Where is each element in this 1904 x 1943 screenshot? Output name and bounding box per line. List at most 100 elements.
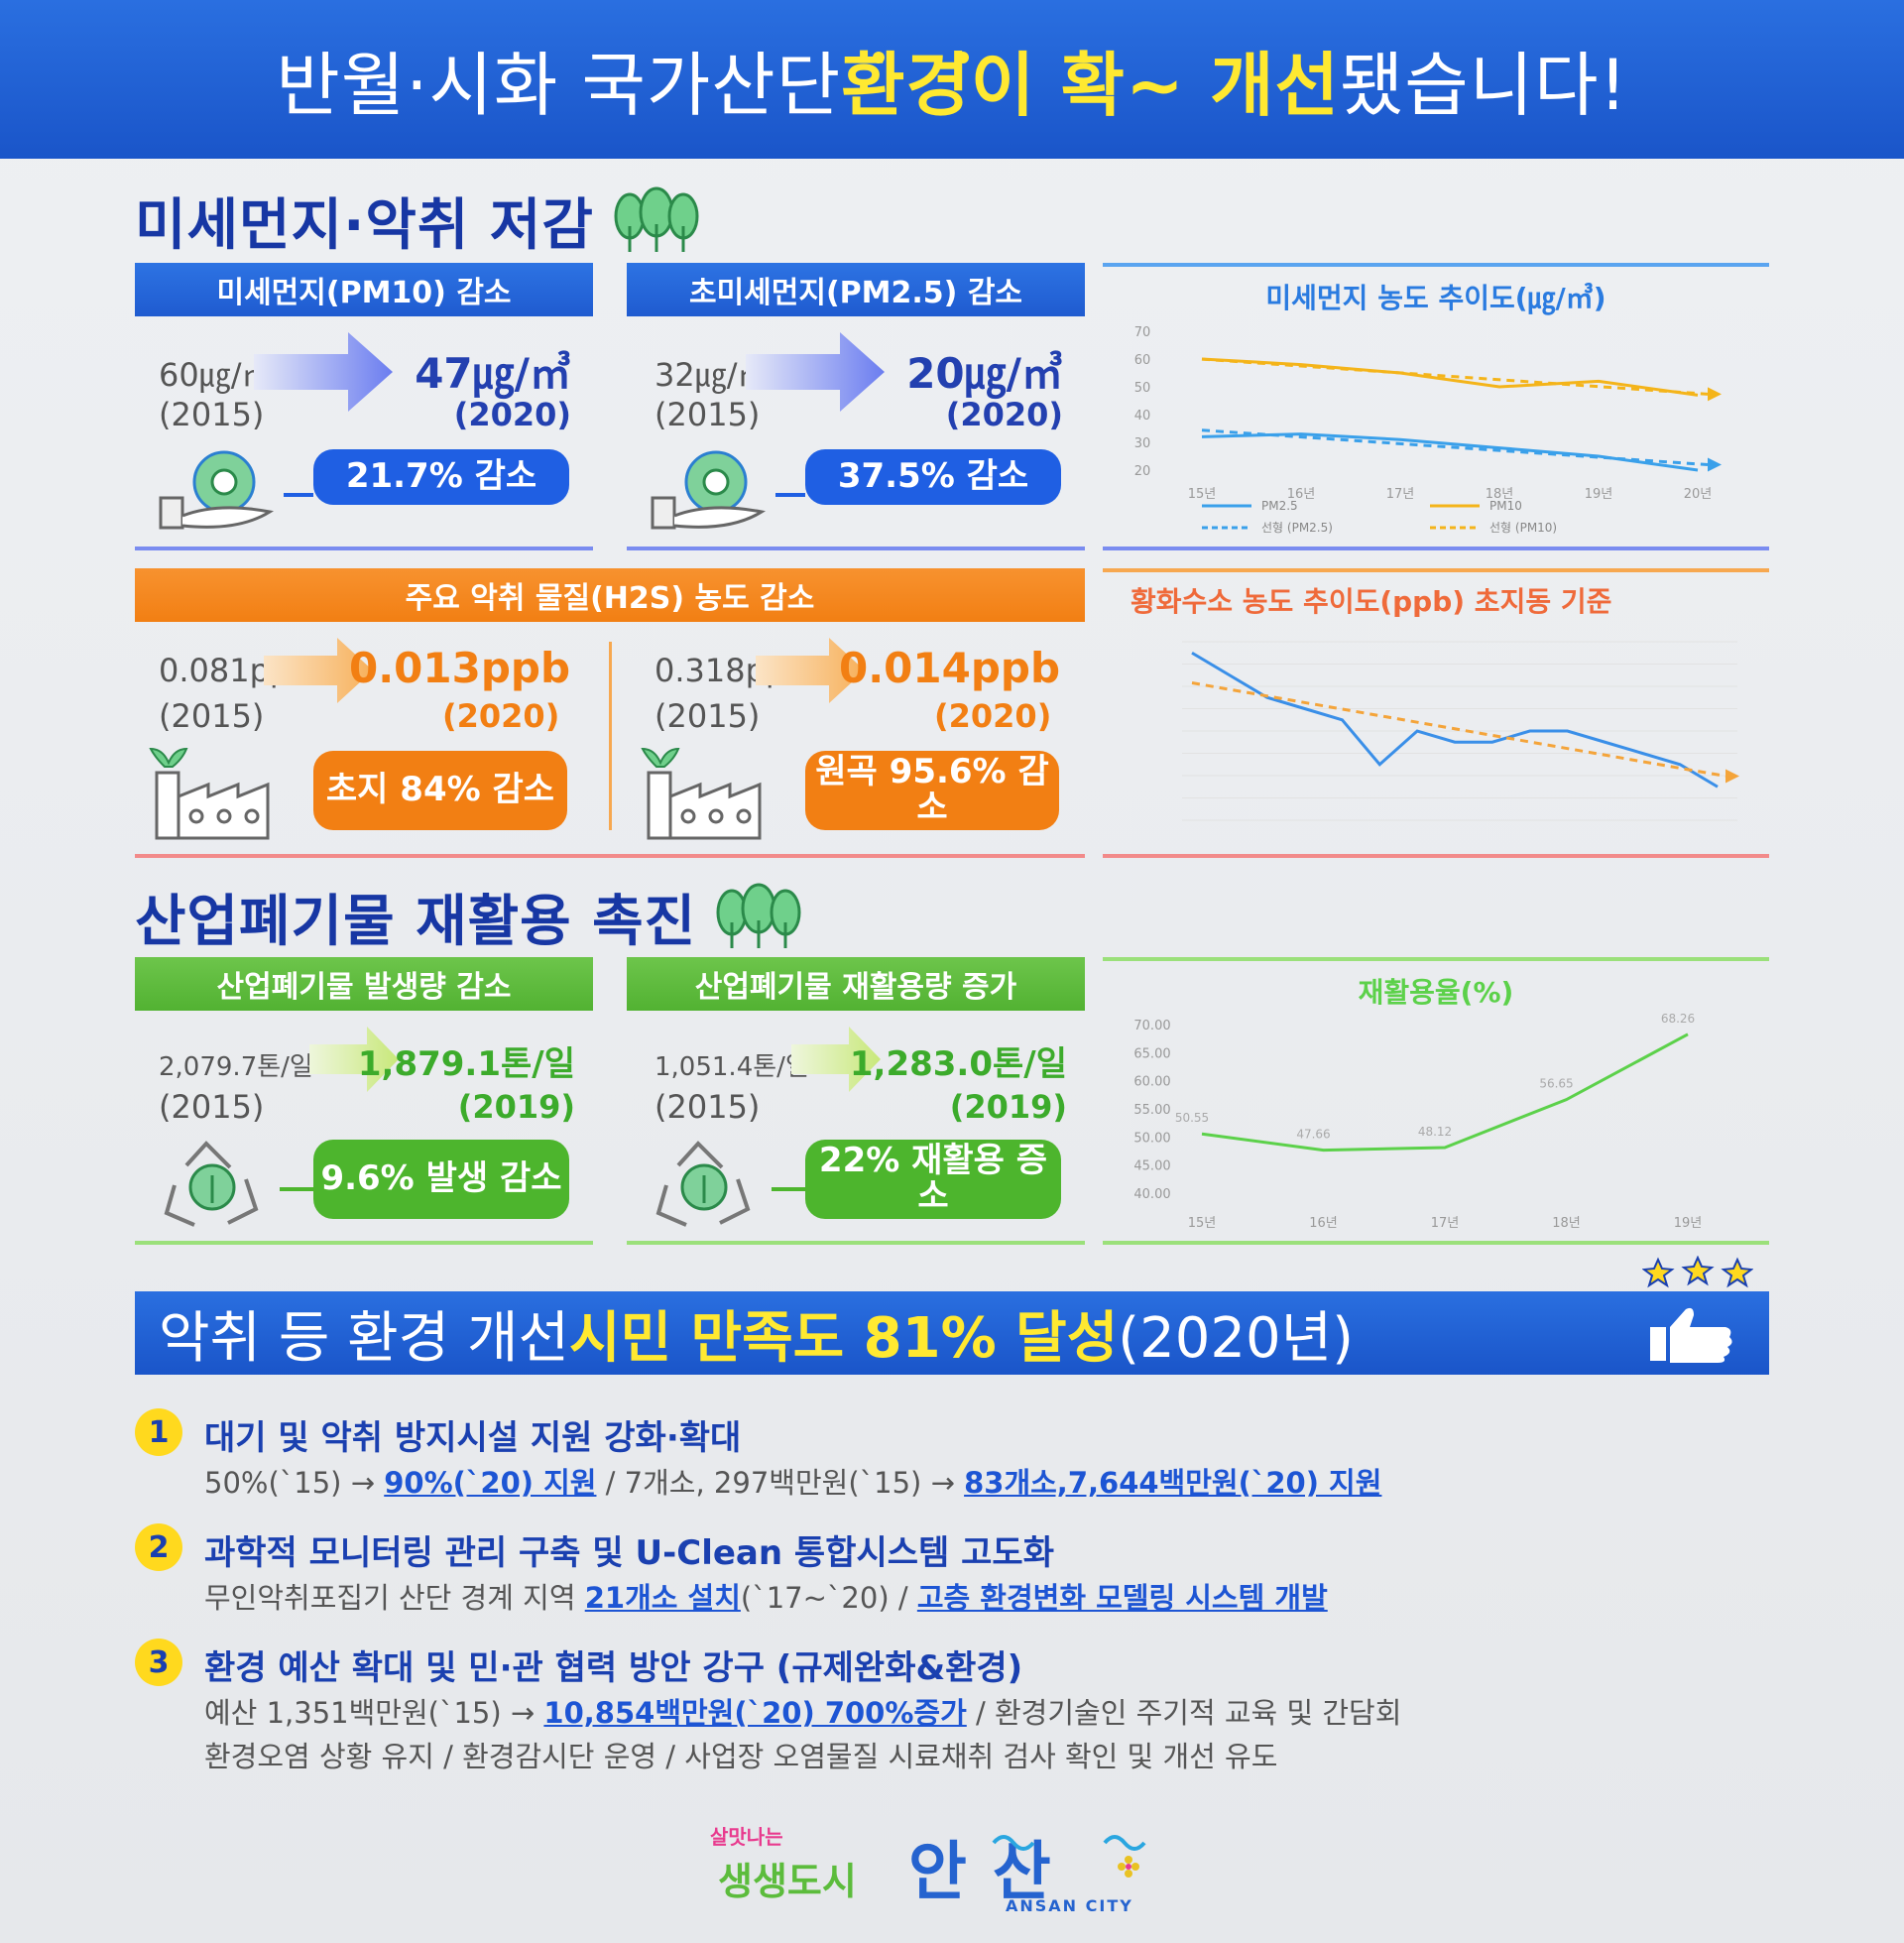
pm25-card: 초미세먼지(PM2.5) 감소 32㎍/㎥ 20㎍/㎥ (2015) (2020… xyxy=(627,263,1085,550)
pm25-before-year: (2015) xyxy=(654,396,761,433)
arrow-icon xyxy=(746,332,885,412)
data-label: 48.12 xyxy=(1418,1125,1452,1139)
item-title: 과학적 모니터링 관리 구축 및 U-Clean 통합시스템 고도화 xyxy=(204,1533,1054,1573)
legend-label: 선형 (PM10) xyxy=(1489,521,1557,535)
pm10-after: 47㎍/㎥ xyxy=(415,349,571,398)
y-tick-label: 55.00 xyxy=(1133,1103,1170,1118)
dust-chart-panel: 미세먼지 농도 추이도(㎍/㎥) 70 60 50 40 30 20 15년 16년 17년 18… xyxy=(1103,263,1769,550)
pm10-header: 미세먼지(PM10) 감소 xyxy=(135,263,593,316)
wave-mark xyxy=(992,1835,1146,1851)
header-title-plain: 반월·시화 국가산단 xyxy=(276,44,842,126)
pm25-after-year: (2020) xyxy=(945,396,1063,433)
header-banner: 반월·시화 국가산단 환경이 확~ 개선 됐습니다! xyxy=(0,0,1904,159)
h2s-right-after: 0.014ppb xyxy=(839,644,1061,692)
recycle-icon xyxy=(164,1141,259,1227)
satisfaction-banner: 악취 등 환경 개선 시민 만족도 81% 달성 (2020년) xyxy=(135,1291,1769,1375)
recycle-card: 산업폐기물 재활용량 증가 1,051.4톤/일 1,283.0톤/일 (201… xyxy=(627,957,1085,1245)
y-tick-label: 60.00 xyxy=(1133,1075,1170,1090)
recycle-chart-panel: 재활용율(%) 70.00 65.00 60.00 55.00 50.00 45.00 40… xyxy=(1103,957,1769,1245)
h2s-left-before-year: (2015) xyxy=(159,697,265,735)
x-tick-label: 15년 xyxy=(1188,487,1217,502)
item-title: 환경 예산 확대 및 민·관 협력 방안 강구 (규제완화&환경) xyxy=(204,1648,1023,1688)
x-tick-label: 18년 xyxy=(1486,487,1514,502)
divider xyxy=(609,642,612,830)
h2s-right-before-year: (2015) xyxy=(654,697,761,735)
y-tick-label: 70 xyxy=(1134,325,1151,340)
y-tick-label: 50.00 xyxy=(1133,1131,1170,1146)
y-tick-label: 60 xyxy=(1134,353,1151,368)
factory-icon xyxy=(641,747,762,840)
card-underline xyxy=(627,1241,1085,1245)
slogan: 생생도시 xyxy=(718,1860,857,1903)
thumbs-up-icon xyxy=(1650,1307,1732,1363)
earth-hand-icon xyxy=(651,450,767,530)
section-title-text: 미세먼지·악취 저감 xyxy=(135,193,594,258)
trees-icon xyxy=(614,186,699,252)
pm10-before-year: (2015) xyxy=(159,396,265,433)
trend-line xyxy=(1201,357,1709,396)
recycle-increase-pill: 22% 재활용 증소 xyxy=(805,1140,1061,1219)
y-tick-label: 40.00 xyxy=(1133,1187,1170,1202)
detail-text: 예산 1,351백만원(`15) → xyxy=(204,1696,544,1730)
stars-icon xyxy=(1642,1256,1753,1288)
h2s-right-after-year: (2020) xyxy=(934,697,1052,735)
legend-label: PM2.5 xyxy=(1261,499,1298,513)
recycle-before-year: (2015) xyxy=(654,1088,761,1126)
h2s-chart-panel: 황화수소 농도 추이도(ppb) 초지동 기준 xyxy=(1103,568,1769,858)
section-title-waste: 산업폐기물 재활용 촉진 xyxy=(135,877,803,957)
factory-icon xyxy=(149,747,270,840)
x-tick-label: 15년 xyxy=(1188,1216,1217,1231)
y-tick-label: 50 xyxy=(1134,381,1151,396)
card-underline xyxy=(627,546,1085,550)
y-tick-label: 40 xyxy=(1134,409,1151,424)
arrow-icon xyxy=(309,1027,399,1092)
item-detail-line: 예산 1,351백만원(`15) → 10,854백만원(`20) 700%증가… xyxy=(204,1690,1401,1732)
legend-label: 선형 (PM2.5) xyxy=(1261,521,1333,535)
recycle-series-line xyxy=(1201,1032,1689,1153)
h2s-left-reduction-pill: 초지 84% 감소 xyxy=(313,751,567,830)
pm25-reduction-pill: 37.5% 감소 xyxy=(805,449,1061,505)
detail-text: (`17~`20) / xyxy=(740,1581,917,1615)
header-title-end: 됐습니다! xyxy=(1339,44,1628,126)
city-english: ANSAN CITY xyxy=(1006,1896,1133,1915)
detail-text: 무인악취포집기 산단 경계 지역 xyxy=(204,1581,585,1615)
series-line-PM2.5 xyxy=(1201,432,1699,472)
y-tick-label: 30 xyxy=(1134,436,1151,451)
data-label: 68.26 xyxy=(1661,1012,1695,1026)
recycle-header: 산업폐기물 재활용량 증가 xyxy=(627,957,1085,1011)
pm25-header: 초미세먼지(PM2.5) 감소 xyxy=(627,263,1085,316)
trend-arrowhead xyxy=(1726,769,1739,784)
earth-hand-icon xyxy=(159,450,275,530)
connector xyxy=(772,1187,805,1191)
detail-text: / 7개소, 297백만원(`15) → xyxy=(596,1466,965,1500)
connector xyxy=(284,493,313,497)
highlight-text: 21개소 설치 xyxy=(584,1581,741,1615)
section-title-text: 산업폐기물 재활용 촉진 xyxy=(135,890,697,954)
x-tick-label: 17년 xyxy=(1431,1216,1460,1231)
emphasis-dot xyxy=(873,52,885,63)
arrow-icon xyxy=(791,1027,881,1092)
arrow-icon xyxy=(264,638,373,703)
x-tick-label: 17년 xyxy=(1386,487,1415,502)
connector xyxy=(775,493,805,497)
y-tick-label: 65.00 xyxy=(1133,1046,1170,1061)
h2s-left-after-year: (2020) xyxy=(442,697,560,735)
highlight-text: 고층 환경변화 모델링 시스템 개발 xyxy=(916,1581,1328,1615)
highlight-text: 83개소,7,644백만원(`20) 지원 xyxy=(964,1466,1382,1500)
arrow-icon xyxy=(254,332,393,412)
card-underline xyxy=(135,1241,593,1245)
series-line-PM10 xyxy=(1201,357,1699,397)
trend-arrowhead xyxy=(1708,387,1722,402)
data-label: 56.65 xyxy=(1539,1077,1573,1091)
banner-year: (2020년) xyxy=(1118,1305,1354,1371)
waste-before: 2,079.7톤/일 xyxy=(159,1052,313,1082)
h2s-series-line xyxy=(1191,651,1719,789)
emphasis-dot xyxy=(957,52,969,63)
pm10-reduction-pill: 21.7% 감소 xyxy=(313,449,569,505)
waste-before-year: (2015) xyxy=(159,1088,265,1126)
trend-line xyxy=(1191,681,1726,778)
recycle-icon xyxy=(655,1141,751,1227)
x-tick-label: 16년 xyxy=(1309,1216,1338,1231)
x-tick-label: 16년 xyxy=(1287,487,1316,502)
data-label: 50.55 xyxy=(1175,1111,1209,1125)
